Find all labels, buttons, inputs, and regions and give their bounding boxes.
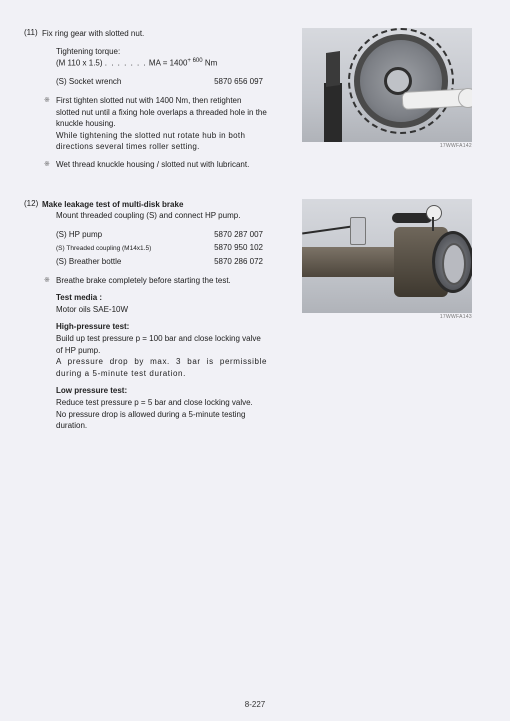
- figure-11: 17WWFA142: [302, 28, 472, 149]
- bb-value: 5870 286 072: [214, 256, 263, 268]
- gauge-shape: [426, 205, 442, 221]
- lp-test-title: Low pressure test:: [56, 385, 267, 397]
- lp-test-l2: No pressure drop is allowed during a 5-m…: [56, 409, 267, 432]
- media-value: Motor oils SAE-10W: [56, 304, 267, 316]
- tc-value: 5870 950 102: [214, 242, 263, 254]
- tc-row: (S) Threaded coupling (M14x1.5) 5870 950…: [56, 242, 267, 254]
- section-11-number: (11): [24, 28, 38, 37]
- media-block: Test media : Motor oils SAE-10W: [56, 292, 267, 315]
- figure-12-caption: 17WWFA143: [302, 314, 472, 320]
- lp-test-l1: Reduce test pressure p = 5 bar and close…: [56, 397, 267, 409]
- gauge-stem-shape: [432, 217, 434, 231]
- hp-row: (S) HP pump 5870 287 007: [56, 229, 267, 241]
- bullet-1: First tighten slotted nut with 1400 Nm, …: [56, 95, 267, 153]
- torque-prefix: (M 110 x 1.5): [56, 59, 103, 68]
- media-title: Test media :: [56, 292, 267, 304]
- hp-test-l2: A pressure drop by max. 3 bar is permiss…: [56, 356, 267, 379]
- bb-row: (S) Breather bottle 5870 286 072: [56, 256, 267, 268]
- bullet-2-text: Wet thread knuckle housing / slotted nut…: [56, 160, 249, 169]
- section-12: 17WWFA143 (12) Make leakage test of mult…: [24, 199, 486, 432]
- torque-sup: + 600: [187, 58, 202, 64]
- hp-value: 5870 287 007: [214, 229, 263, 241]
- socket-row: (S) Socket wrench 5870 656 097: [56, 76, 267, 88]
- hub2-inner-shape: [442, 243, 466, 285]
- bb-label: (S) Breather bottle: [56, 256, 121, 268]
- bullet-2: Wet thread knuckle housing / slotted nut…: [56, 159, 267, 171]
- figure-12-image: [302, 199, 472, 313]
- figure-11-image: [302, 28, 472, 142]
- arm-end-shape: [458, 88, 472, 108]
- lp-test-block: Low pressure test: Reduce test pressure …: [56, 385, 267, 431]
- section-12-body: Make leakage test of multi-disk brake Mo…: [42, 199, 267, 432]
- figure-12: 17WWFA143: [302, 199, 472, 320]
- socket-value: 5870 656 097: [214, 76, 263, 88]
- section-11-body: Fix ring gear with slotted nut. Tighteni…: [42, 28, 267, 171]
- intro-line: Mount threaded coupling (S) and connect …: [56, 210, 267, 222]
- torque-dots: . . . . . . .: [105, 59, 147, 68]
- stand-top-shape: [326, 51, 340, 87]
- cord-shape: [302, 225, 352, 234]
- torque-ma: MA = 1400: [149, 59, 187, 68]
- bullet-1-text: First tighten slotted nut with 1400 Nm, …: [56, 96, 267, 128]
- stand-shape: [324, 83, 342, 142]
- hp-test-title: High-pressure test:: [56, 321, 267, 333]
- bullet-breathe: Breathe brake completely before starting…: [56, 275, 267, 287]
- bullet-1b-text: While tightening the slotted nut rotate …: [56, 130, 267, 153]
- figure-11-caption: 17WWFA142: [302, 143, 472, 149]
- hp-test-l1: Build up test pressure p = 100 bar and c…: [56, 333, 267, 356]
- torque-unit: Nm: [205, 59, 217, 68]
- section-11-title: Fix ring gear with slotted nut.: [42, 29, 144, 38]
- content: 17WWFA142 (11) Fix ring gear with slotte…: [24, 28, 486, 432]
- torque-block: Tightening torque: (M 110 x 1.5) . . . .…: [56, 46, 267, 89]
- bottle-shape: [350, 217, 366, 245]
- tc-label: (S) Threaded coupling (M14x1.5): [56, 244, 151, 253]
- torque-label: Tightening torque:: [56, 46, 267, 58]
- section-12-title: Make leakage test of multi-disk brake: [42, 200, 183, 209]
- section-12-number: (12): [24, 199, 38, 208]
- spec-block: (S) HP pump 5870 287 007 (S) Threaded co…: [56, 229, 267, 269]
- page: 17WWFA142 (11) Fix ring gear with slotte…: [0, 0, 510, 721]
- hp-test-block: High-pressure test: Build up test pressu…: [56, 321, 267, 379]
- hp-label: (S) HP pump: [56, 229, 102, 241]
- socket-label: (S) Socket wrench: [56, 76, 121, 88]
- page-number: 8-227: [0, 700, 510, 709]
- section-11: 17WWFA142 (11) Fix ring gear with slotte…: [24, 28, 486, 171]
- torque-line: (M 110 x 1.5) . . . . . . . MA = 1400+ 6…: [56, 57, 267, 69]
